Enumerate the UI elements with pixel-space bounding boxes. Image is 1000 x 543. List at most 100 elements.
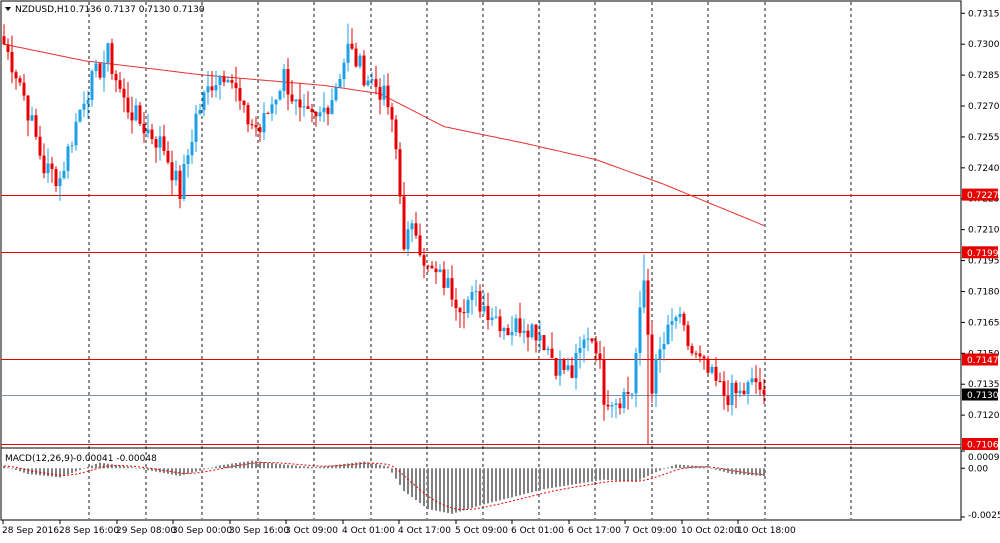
- macd-histogram-bar: [395, 468, 397, 479]
- candle-body: [334, 87, 338, 101]
- candle-body: [630, 393, 634, 395]
- candle-body: [214, 85, 218, 91]
- macd-histogram-bar: [743, 468, 745, 475]
- macd-histogram-bar: [75, 468, 77, 472]
- candle-body: [586, 338, 590, 340]
- candle-body: [530, 324, 534, 338]
- triangle-down-icon[interactable]: [5, 7, 11, 11]
- candle-body: [142, 123, 146, 134]
- candle-body: [150, 129, 154, 140]
- macd-histogram-bar: [443, 468, 445, 513]
- macd-histogram-bar: [755, 468, 757, 476]
- time-tick-label: 3 Oct 09:00: [285, 526, 338, 536]
- horizontal-levels[interactable]: [1, 195, 961, 445]
- macd-histogram-bar: [387, 466, 389, 469]
- macd-histogram-bar: [363, 461, 365, 469]
- macd-histogram-bar: [235, 463, 237, 469]
- macd-histogram-bar: [195, 468, 197, 472]
- candle-body: [110, 43, 114, 74]
- macd-histogram-bar: [375, 464, 377, 469]
- price-tick-label: 0.7285: [968, 71, 1000, 81]
- candle-body: [678, 313, 682, 318]
- macd-histogram-bar: [383, 465, 385, 469]
- candle-body: [114, 74, 118, 81]
- candle-body: [506, 328, 510, 336]
- candle-body: [194, 113, 198, 142]
- candle-body: [454, 299, 458, 309]
- candle-body: [286, 69, 290, 95]
- macd-histogram-bar: [119, 465, 121, 469]
- candle-body: [434, 268, 438, 273]
- time-tick-label: 10 Oct 18:00: [737, 526, 796, 536]
- macd-histogram-bar: [207, 468, 209, 469]
- candle-body: [102, 62, 106, 78]
- time-tick-label: 29 Sep 08:00: [116, 526, 176, 536]
- candle-body: [442, 269, 446, 288]
- macd-histogram-bar: [215, 466, 217, 469]
- bid-tag: [962, 388, 998, 401]
- candle-body: [250, 124, 254, 126]
- candle-body: [290, 94, 294, 102]
- macd-histogram-bar: [491, 468, 493, 503]
- price-tick-label: 0.7195: [968, 257, 1000, 267]
- macd-histogram-bar: [703, 466, 705, 469]
- candle-body: [558, 359, 562, 376]
- candle-body: [90, 71, 94, 100]
- candle-body: [374, 79, 378, 87]
- candle-body: [242, 100, 246, 105]
- time-tick-label: 6 Oct 01:00: [511, 526, 564, 536]
- candle-body: [266, 113, 270, 115]
- macd-histogram-bar: [583, 468, 585, 483]
- candle-body: [94, 63, 98, 72]
- macd-histogram-bar: [419, 468, 421, 504]
- candle-body: [182, 164, 186, 199]
- candle-body: [254, 125, 258, 128]
- macd-histogram-bar: [467, 468, 469, 510]
- candle-body: [546, 348, 550, 351]
- price-axis[interactable]: 0.7315 0.7300 0.7285 0.7270 0.7255 0.7240 0.72…: [961, 9, 1000, 521]
- macd-histogram-bar: [631, 468, 633, 482]
- macd-histogram-bar: [87, 467, 89, 469]
- candle-body: [582, 339, 586, 348]
- candle-body: [394, 119, 398, 150]
- candle-body: [638, 307, 642, 353]
- candle-body: [14, 72, 18, 79]
- macd-histogram-bar: [643, 468, 645, 478]
- macd-histogram-bar: [751, 468, 753, 476]
- macd-histogram-bar: [139, 468, 141, 469]
- macd-histogram-bar: [671, 466, 673, 469]
- candle-body: [170, 162, 174, 181]
- macd-histogram-bar: [223, 464, 225, 469]
- level-tag: [962, 438, 998, 450]
- macd-histogram-bar: [599, 468, 601, 481]
- macd-values: -0.00041 -0.00048: [73, 454, 157, 464]
- macd-histogram-bar: [623, 468, 625, 481]
- macd-histogram-bar: [251, 460, 253, 469]
- candle-body: [682, 313, 686, 326]
- candle-body: [274, 99, 278, 105]
- candle-body: [282, 69, 286, 91]
- candle-body: [34, 115, 38, 137]
- macd-histogram-bar: [295, 465, 297, 469]
- candle-body: [594, 341, 598, 354]
- candle-body: [82, 103, 86, 110]
- candle-body: [358, 55, 362, 67]
- macd-histogram-bar: [239, 462, 241, 469]
- macd-histogram-bar: [435, 468, 437, 511]
- candle-body: [470, 292, 474, 300]
- candle-body: [258, 127, 262, 133]
- candle-body: [2, 36, 6, 45]
- candle-body: [86, 100, 90, 104]
- price-tick-label: 0.7300: [968, 40, 1000, 50]
- candle-body: [494, 316, 498, 318]
- candle-body: [130, 112, 134, 121]
- candle-body: [478, 291, 482, 312]
- macd-histogram-bar: [515, 468, 517, 497]
- candle-body: [486, 306, 490, 320]
- macd-histogram-bar: [479, 468, 481, 506]
- macd-histogram-bar: [59, 468, 61, 478]
- candle-body: [26, 95, 30, 121]
